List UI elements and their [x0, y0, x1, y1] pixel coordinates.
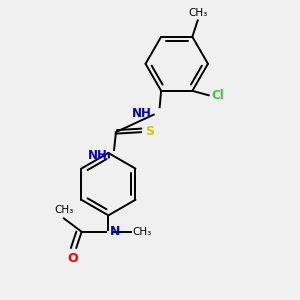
Text: S: S: [145, 125, 154, 138]
Text: NH: NH: [132, 106, 152, 120]
Text: CH₃: CH₃: [54, 206, 74, 215]
Text: NH: NH: [88, 149, 107, 162]
Text: Cl: Cl: [211, 89, 224, 102]
Text: O: O: [68, 252, 78, 265]
Text: CH₃: CH₃: [132, 227, 152, 237]
Text: N: N: [110, 225, 120, 238]
Text: CH₃: CH₃: [188, 8, 207, 18]
